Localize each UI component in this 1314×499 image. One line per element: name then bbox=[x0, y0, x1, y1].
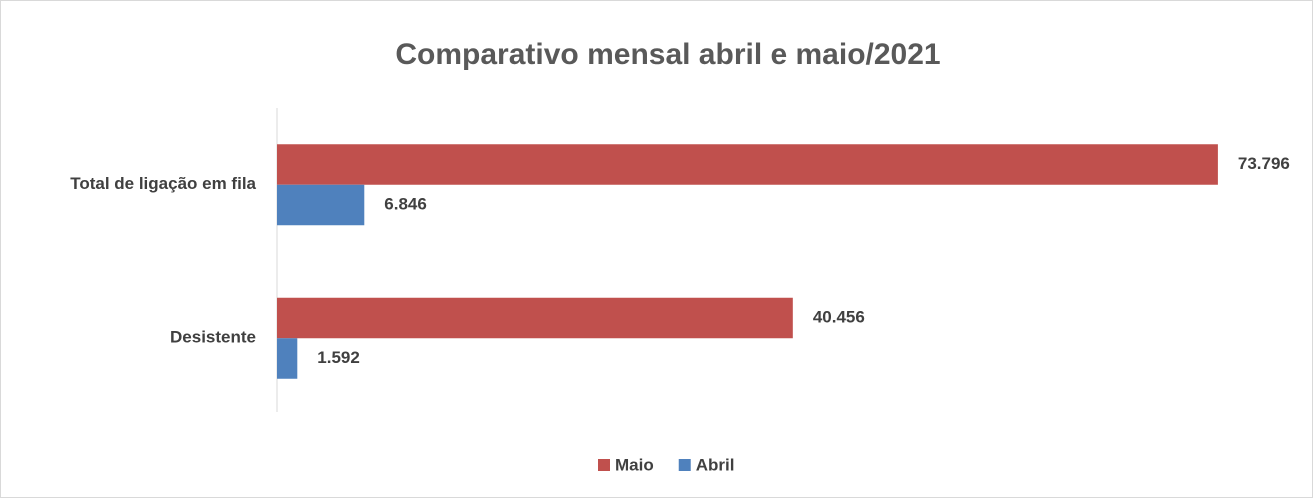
data-label: 1.592 bbox=[317, 348, 360, 367]
bar bbox=[277, 184, 365, 226]
data-label: 73.796 bbox=[1238, 154, 1290, 173]
y-tick-label: Desistente bbox=[170, 328, 256, 347]
data-label: 40.456 bbox=[813, 307, 865, 326]
data-label: 6.846 bbox=[384, 194, 427, 213]
legend-swatch bbox=[598, 459, 610, 471]
bar bbox=[277, 144, 1218, 185]
legend-label: Abril bbox=[696, 455, 735, 474]
y-tick-label: Total de ligação em fila bbox=[70, 174, 256, 193]
legend-swatch bbox=[678, 459, 691, 471]
bar bbox=[277, 338, 298, 379]
chart-title: Comparativo mensal abril e maio/2021 bbox=[395, 38, 940, 71]
legend-label: Maio bbox=[615, 455, 654, 474]
bar bbox=[277, 297, 793, 339]
